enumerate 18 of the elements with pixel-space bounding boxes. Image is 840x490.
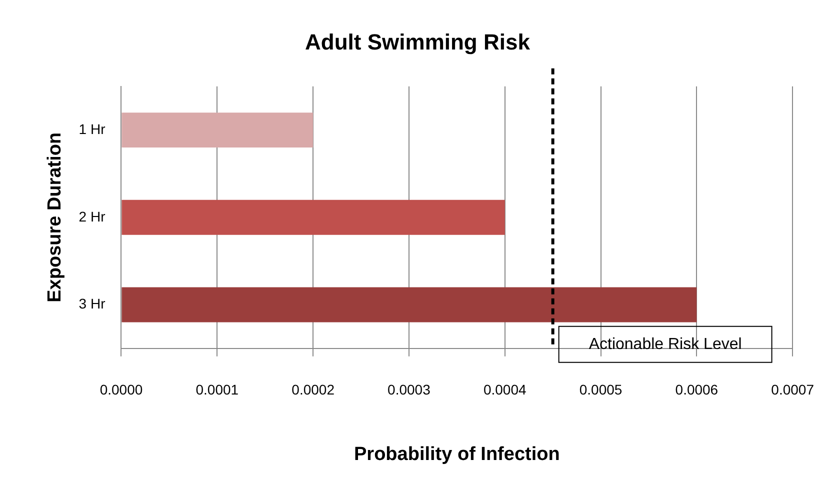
y-tick-label: 1 Hr [78,120,106,137]
bar [122,287,697,322]
x-tick-label: 0.0003 [388,382,431,398]
x-tick-label: 0.0002 [292,382,335,398]
x-axis-title: Probability of Infection [354,444,560,465]
x-tick-label: 0.0007 [771,382,814,398]
chart-title: Adult Swimming Risk [305,29,531,54]
x-tick-label: 0.0001 [196,382,239,398]
x-tick-label: 0.0004 [483,382,526,398]
y-tick-label: 2 Hr [78,208,106,224]
x-tick-label: 0.0000 [100,382,143,398]
x-tick-label: 0.0006 [675,382,718,398]
y-axis-title: Exposure Duration [44,132,66,302]
ref-line-label: Actionable Risk Level [588,336,742,353]
bar [122,200,505,235]
y-tick-label: 3 Hr [78,296,106,312]
bar [122,112,314,148]
x-tick-label: 0.0005 [579,382,622,398]
